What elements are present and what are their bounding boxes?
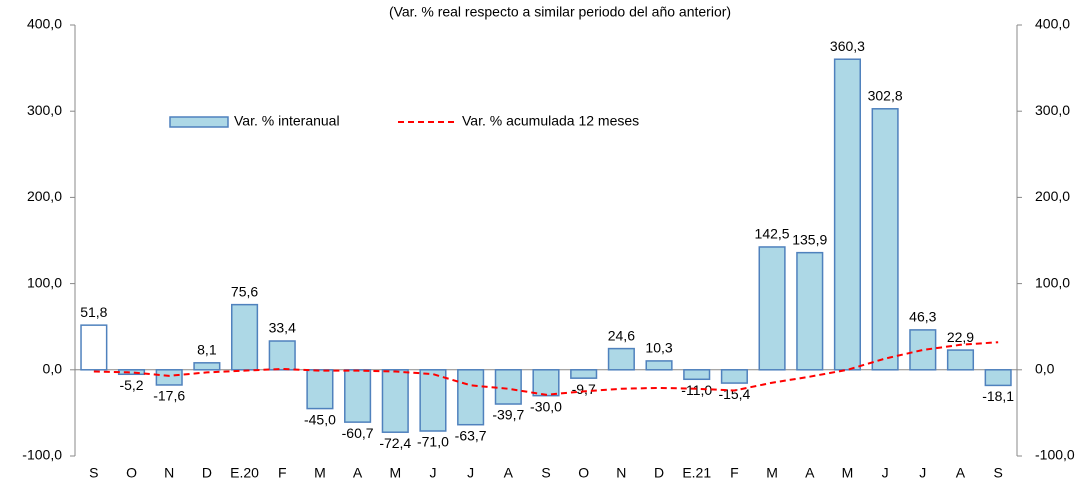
value-label: -18,1	[982, 388, 1014, 404]
legend-swatch	[169, 116, 229, 128]
value-label: -63,7	[455, 427, 487, 443]
bar	[306, 369, 334, 410]
value-label: 22,9	[947, 329, 974, 345]
x-tick-label: D	[654, 465, 664, 481]
value-label: -71,0	[417, 434, 449, 450]
x-tick-label: S	[993, 465, 1002, 481]
bar	[720, 369, 748, 384]
value-label: -72,4	[379, 435, 411, 451]
legend-label: Var. % acumulada 12 meses	[462, 113, 639, 129]
bar	[946, 349, 975, 371]
x-tick-label: J	[882, 465, 889, 481]
y2-tick-label: 400,0	[1035, 16, 1070, 32]
value-label: -45,0	[304, 411, 336, 427]
value-label: 10,3	[645, 340, 672, 356]
value-label: 75,6	[231, 283, 258, 299]
bar	[909, 329, 937, 371]
value-label: 360,3	[830, 38, 865, 54]
value-label: 135,9	[792, 231, 827, 247]
bar	[984, 369, 1012, 387]
bar	[419, 369, 447, 432]
y-tick-label: 100,0	[27, 274, 62, 290]
x-tick-label: A	[805, 465, 815, 481]
bar	[457, 369, 485, 426]
x-tick-label: A	[353, 465, 363, 481]
y-tick-label: 300,0	[27, 102, 62, 118]
bar	[268, 340, 296, 371]
value-label: 51,8	[80, 304, 107, 320]
x-tick-label: M	[842, 465, 854, 481]
x-tick-label: N	[616, 465, 626, 481]
value-label: 46,3	[909, 309, 936, 325]
bar	[758, 246, 786, 371]
line	[93, 341, 999, 396]
value-label: 302,8	[868, 87, 903, 103]
value-label: -11,0	[681, 382, 712, 398]
x-tick-label: O	[126, 465, 137, 481]
bar	[645, 360, 673, 371]
y-tick-label: 400,0	[27, 16, 62, 32]
value-label: 142,5	[755, 226, 790, 242]
bar	[532, 369, 560, 397]
x-tick-label: J	[919, 465, 926, 481]
x-tick-label: D	[202, 465, 212, 481]
bar	[607, 347, 635, 371]
bar	[230, 303, 259, 371]
bar	[833, 58, 862, 371]
y2-tick-label: 0,0	[1035, 361, 1055, 377]
x-tick-label: M	[766, 465, 778, 481]
value-label: 24,6	[608, 327, 635, 343]
x-tick-label: S	[541, 465, 550, 481]
x-tick-label: A	[504, 465, 514, 481]
bar	[80, 324, 108, 371]
bar	[570, 369, 598, 379]
bar	[871, 108, 899, 371]
x-tick-label: F	[730, 465, 739, 481]
x-tick-label: J	[429, 465, 436, 481]
legend-label: Var. % interanual	[234, 113, 340, 129]
chart-title: (Var. % real respecto a similar periodo …	[389, 4, 731, 20]
x-tick-label: E.21	[682, 465, 711, 481]
x-tick-label: M	[389, 465, 401, 481]
y-tick-label: -100,0	[22, 447, 62, 463]
value-label: 8,1	[197, 342, 217, 358]
bar	[117, 369, 146, 376]
x-tick-label: E.20	[230, 465, 259, 481]
x-tick-label: O	[578, 465, 589, 481]
y-tick-label: 200,0	[27, 188, 62, 204]
y2-tick-label: -100,0	[1035, 447, 1075, 463]
y2-tick-label: 300,0	[1035, 102, 1070, 118]
y2-tick-label: 200,0	[1035, 188, 1070, 204]
x-tick-label: F	[278, 465, 287, 481]
bar	[155, 369, 183, 386]
bar	[683, 369, 711, 381]
value-label: -30,0	[530, 398, 562, 414]
x-tick-label: M	[314, 465, 326, 481]
y-tick-label: 0,0	[43, 361, 63, 377]
value-label: 33,4	[269, 320, 296, 336]
x-tick-label: J	[467, 465, 474, 481]
bar	[796, 251, 824, 371]
value-label: -17,6	[153, 388, 185, 404]
bar	[494, 369, 522, 405]
value-label: -60,7	[342, 425, 374, 441]
bar	[344, 369, 372, 423]
value-label: -5,2	[119, 377, 143, 393]
y2-tick-label: 100,0	[1035, 274, 1070, 290]
value-label: -9,7	[572, 381, 596, 397]
value-label: -39,7	[492, 407, 524, 423]
x-tick-label: S	[89, 465, 98, 481]
x-tick-label: N	[164, 465, 174, 481]
x-tick-label: A	[956, 465, 966, 481]
bar	[381, 369, 409, 433]
bar	[193, 362, 221, 371]
